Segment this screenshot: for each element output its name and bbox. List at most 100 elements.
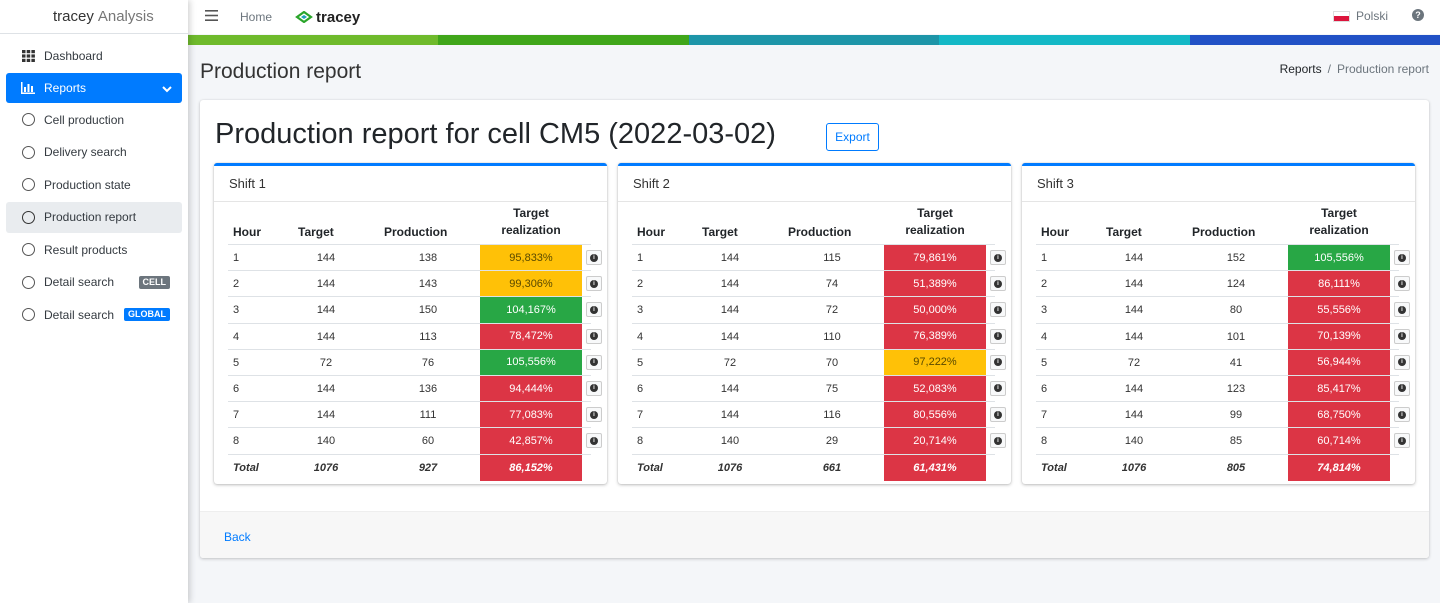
cell-realization: 78,472% [480,323,582,349]
table-row: 5 72 70 97,222% i [632,349,1006,376]
cell-hour: 1 [637,252,644,264]
info-button[interactable]: i [1394,433,1410,449]
table-row: 8 140 29 20,714% i [632,428,1006,455]
cell-hour: 7 [1041,409,1048,422]
cell-hour: 2 [233,278,240,291]
info-button[interactable]: i [1394,276,1410,292]
poland-flag-icon [1332,10,1350,22]
info-button[interactable]: i [586,380,602,396]
info-button[interactable]: i [586,407,602,423]
info-button[interactable]: i [990,276,1006,292]
info-button[interactable]: i [586,302,602,318]
sidebar-item-production-report[interactable]: Production report [6,201,182,233]
info-button[interactable]: i [1394,302,1410,318]
cell-production: 150 [418,304,438,317]
info-button[interactable]: i [990,302,1006,318]
sidebar-item-reports[interactable]: Reports [6,72,182,103]
cell-hour: 2 [637,278,644,291]
info-button[interactable]: i [1394,407,1410,423]
tracey-logo[interactable]: tracey [295,9,360,26]
info-button[interactable]: i [990,250,1006,265]
cell-total-label: Total [1041,461,1067,474]
cell-target: 144 [316,382,336,395]
home-link[interactable]: Home [240,10,273,24]
sidebar-item-cell-production[interactable]: Cell production [6,104,182,135]
info-button[interactable]: i [990,380,1006,396]
table-row: 1 144 152 105,556% i [1036,245,1410,272]
chevron-down-icon[interactable] [162,82,172,96]
sidebar-item-label: Production report [44,210,137,224]
info-icon: i [994,410,1002,419]
info-button[interactable]: i [1394,380,1410,396]
info-button[interactable]: i [990,433,1006,449]
info-icon: i [994,305,1002,314]
info-button[interactable]: i [990,328,1006,344]
breadcrumb-reports[interactable]: Reports [1279,62,1322,76]
circle-icon [20,275,36,289]
sidebar-item-label: Delivery search [44,145,127,159]
info-button[interactable]: i [586,354,602,370]
info-button[interactable]: i [1394,328,1410,344]
table-row: 5 72 76 105,556% i [228,349,602,376]
table-row: 3 144 72 50,000% i [632,297,1006,324]
info-icon: i [590,410,598,419]
report-title: Production report for cell CM5 (2022-03-… [215,118,776,150]
logo-icon [295,11,313,23]
cell-target: 144 [1124,382,1144,395]
sidebar-item-production-state[interactable]: Production state [6,169,182,200]
cell-realization: 105,556% [1288,245,1390,271]
info-button[interactable]: i [990,407,1006,423]
table-row: 3 144 150 104,167% i [228,297,602,324]
sidebar-item-dashboard[interactable]: Dashboard [6,40,182,71]
cell-production: 152 [1226,252,1246,264]
table-row: 4 144 101 70,139% i [1036,323,1410,350]
cell-realization: 50,000% [884,297,986,323]
sidebar-item-label: Dashboard [44,48,103,63]
export-button[interactable]: Export [826,123,879,151]
info-icon: i [590,279,598,288]
table-row: 6 144 123 85,417% i [1036,375,1410,403]
back-link[interactable]: Back [224,530,251,544]
sidebar-item-delivery-search[interactable]: Delivery search [6,137,182,168]
help-icon[interactable]: ? [1412,9,1424,21]
cell-realization: 99,306% [480,271,582,297]
cell-production: 72 [825,304,839,317]
sidebar-item-detail-search-global[interactable]: Detail search GLOBAL [6,299,182,330]
info-icon: i [1398,410,1406,419]
table-header: Hour Target Production Target realization [228,206,591,245]
info-icon: i [1398,436,1406,445]
language-switcher[interactable]: Polski [1332,9,1388,23]
info-icon: i [1398,358,1406,367]
cell-hour: 4 [1041,330,1048,343]
cell-realization: 79,861% [884,245,986,271]
cell-hour: 8 [637,435,644,448]
menu-icon[interactable] [205,10,219,24]
cell-total-target: 1076 [1121,461,1147,474]
topbar: Home tracey Polski ? [188,0,1440,34]
cell-target: 144 [316,252,336,264]
cell-production: 85 [1229,435,1243,448]
info-button[interactable]: i [990,354,1006,370]
info-icon: i [1398,279,1406,288]
report-card: Production report for cell CM5 (2022-03-… [200,100,1429,558]
shift-panel-2: Shift 2 Hour Target Production Target realiza… [618,163,1011,484]
cell-hour: 3 [1041,304,1048,317]
info-button[interactable]: i [586,433,602,449]
sidebar-item-label: Detail search [44,275,115,289]
brand-color-bar [188,35,1440,45]
cell-production: 111 [419,409,437,422]
info-button[interactable]: i [1394,354,1410,370]
info-button[interactable]: i [586,276,602,292]
table-total-row: Total 1076 661 61,431% [632,454,995,481]
logo-text: tracey [316,8,361,26]
sidebar-item-result-products[interactable]: Result products [6,234,182,265]
sidebar-item-detail-search-cell[interactable]: Detail search CELL [6,267,182,298]
info-button[interactable]: i [586,328,602,344]
info-icon: i [1398,305,1406,314]
bar-chart-icon [20,81,36,94]
sidebar-nav: Dashboard Reports Cell production Delive… [0,34,188,330]
cell-hour: 5 [637,356,644,369]
info-button[interactable]: i [586,250,602,265]
info-button[interactable]: i [1394,250,1410,265]
brand[interactable]: tracey Analysis [0,0,188,34]
